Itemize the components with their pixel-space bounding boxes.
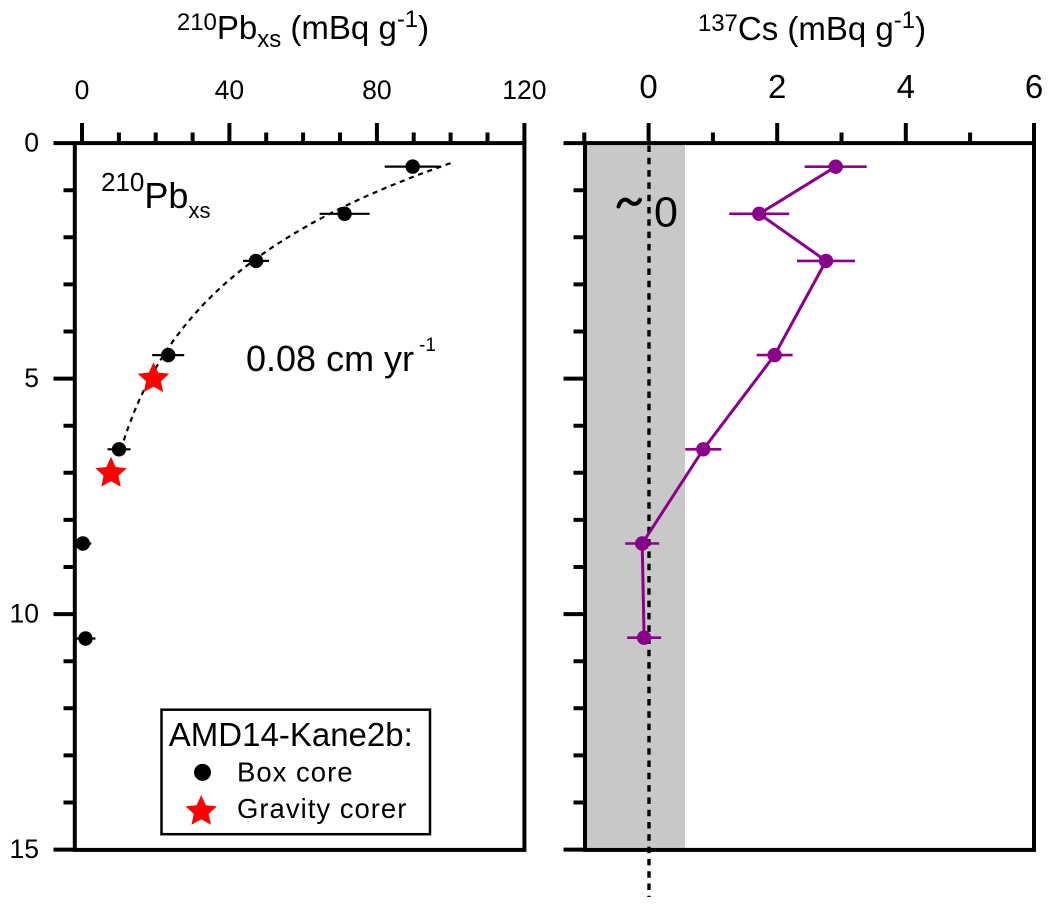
svg-text:120: 120 xyxy=(502,75,546,105)
svg-text:0: 0 xyxy=(75,75,90,105)
svg-text:6: 6 xyxy=(1025,68,1043,105)
svg-text:0.08 cm yr: 0.08 cm yr xyxy=(246,338,414,379)
svg-text:5: 5 xyxy=(24,363,39,393)
svg-text:10: 10 xyxy=(10,599,39,629)
svg-text:4: 4 xyxy=(897,68,915,105)
svg-text:AMD14-Kane2b:: AMD14-Kane2b: xyxy=(169,716,413,753)
svg-text:210Pbxs: 210Pbxs xyxy=(101,167,210,223)
svg-text:0: 0 xyxy=(24,128,39,158)
svg-text:-1: -1 xyxy=(419,335,436,356)
svg-text:15: 15 xyxy=(10,834,39,864)
svg-text:210Pbxs (mBq g-1): 210Pbxs (mBq g-1) xyxy=(177,6,429,53)
svg-text:2: 2 xyxy=(768,68,786,105)
svg-text:Gravity corer: Gravity corer xyxy=(237,793,407,824)
svg-text:0: 0 xyxy=(639,68,657,105)
svg-text:137Cs (mBq g-1): 137Cs (mBq g-1) xyxy=(698,7,926,47)
svg-text:40: 40 xyxy=(215,75,244,105)
svg-text:Box core: Box core xyxy=(237,757,354,788)
svg-text:0: 0 xyxy=(654,189,678,237)
svg-text:80: 80 xyxy=(362,75,391,105)
